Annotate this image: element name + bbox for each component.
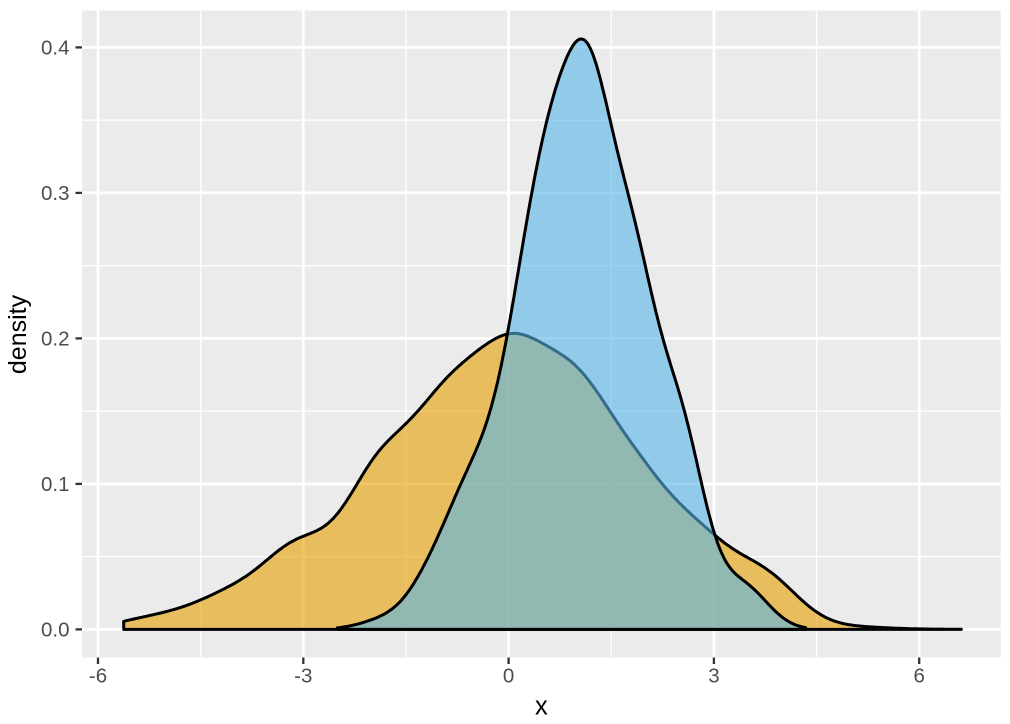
svg-text:6: 6 xyxy=(913,665,924,688)
svg-text:0.1: 0.1 xyxy=(41,473,70,496)
svg-text:-3: -3 xyxy=(294,665,312,688)
svg-text:0.0: 0.0 xyxy=(41,619,70,642)
svg-text:-6: -6 xyxy=(89,665,107,688)
svg-text:0: 0 xyxy=(503,665,514,688)
svg-text:0.3: 0.3 xyxy=(41,182,70,205)
svg-text:x: x xyxy=(535,693,548,721)
svg-text:3: 3 xyxy=(708,665,719,688)
svg-text:0.4: 0.4 xyxy=(41,37,70,60)
svg-text:density: density xyxy=(4,294,32,374)
svg-text:0.2: 0.2 xyxy=(41,328,70,351)
